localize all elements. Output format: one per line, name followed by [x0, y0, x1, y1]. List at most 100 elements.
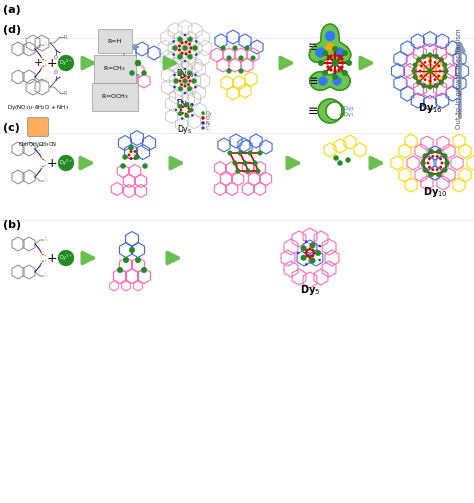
Circle shape [179, 80, 181, 82]
Circle shape [122, 154, 128, 159]
Circle shape [191, 114, 193, 116]
Circle shape [191, 104, 193, 106]
Circle shape [185, 41, 187, 43]
Circle shape [123, 257, 129, 263]
Circle shape [305, 264, 307, 266]
Text: Dy$^{3+}$: Dy$^{3+}$ [59, 158, 73, 168]
Circle shape [334, 54, 337, 56]
Circle shape [178, 71, 183, 75]
Circle shape [135, 154, 139, 159]
Circle shape [337, 55, 340, 57]
Circle shape [342, 61, 345, 64]
Circle shape [255, 169, 260, 174]
Circle shape [420, 65, 422, 67]
Circle shape [58, 55, 74, 71]
Circle shape [173, 41, 175, 42]
Circle shape [413, 75, 418, 79]
Circle shape [233, 160, 237, 165]
Text: Dy$_{5}$: Dy$_{5}$ [177, 123, 192, 136]
Circle shape [441, 162, 443, 164]
Circle shape [419, 70, 421, 72]
Circle shape [335, 47, 345, 57]
Circle shape [429, 80, 431, 82]
Circle shape [173, 45, 177, 50]
Text: (b): (b) [3, 220, 21, 230]
Circle shape [201, 117, 204, 120]
Polygon shape [318, 99, 344, 123]
Circle shape [246, 169, 250, 174]
Text: ╲: ╲ [44, 77, 46, 82]
Circle shape [180, 83, 182, 86]
Circle shape [439, 166, 442, 169]
Circle shape [195, 53, 197, 55]
Circle shape [182, 45, 188, 50]
Circle shape [189, 80, 191, 82]
Circle shape [173, 53, 175, 55]
Text: ╲: ╲ [44, 272, 46, 277]
Circle shape [432, 169, 434, 171]
Text: ╲: ╲ [44, 41, 46, 46]
Circle shape [141, 267, 147, 273]
Text: Dy$_{16}$: Dy$_{16}$ [175, 67, 194, 80]
Circle shape [301, 255, 306, 261]
Text: Dy: Dy [206, 111, 213, 116]
Circle shape [429, 172, 434, 177]
Circle shape [436, 149, 441, 154]
Circle shape [181, 101, 183, 103]
Circle shape [444, 69, 448, 73]
Circle shape [58, 155, 74, 171]
Text: ≡: ≡ [308, 41, 318, 53]
Circle shape [305, 240, 307, 242]
Circle shape [342, 50, 348, 56]
Text: C: C [206, 126, 210, 130]
Circle shape [416, 57, 421, 62]
Circle shape [434, 78, 436, 81]
Circle shape [423, 167, 428, 173]
Circle shape [233, 46, 237, 50]
Circle shape [305, 252, 307, 255]
Circle shape [428, 157, 430, 160]
Circle shape [130, 157, 132, 159]
Text: Dy$^{3+}$: Dy$^{3+}$ [59, 58, 73, 68]
Circle shape [332, 46, 338, 52]
Circle shape [185, 114, 189, 118]
Text: +: + [46, 252, 57, 265]
Text: O: O [206, 116, 210, 121]
Text: ╲: ╲ [44, 141, 46, 146]
Circle shape [188, 43, 191, 45]
Circle shape [311, 255, 314, 257]
Circle shape [309, 247, 311, 250]
FancyBboxPatch shape [27, 118, 48, 136]
Circle shape [329, 68, 332, 71]
Circle shape [173, 74, 175, 76]
Circle shape [185, 113, 187, 115]
Text: (d): (d) [3, 25, 21, 35]
Circle shape [429, 60, 431, 62]
Circle shape [190, 47, 192, 49]
Circle shape [326, 61, 328, 64]
Circle shape [413, 62, 418, 67]
Circle shape [178, 49, 181, 51]
Circle shape [194, 86, 196, 88]
Circle shape [248, 151, 252, 155]
Circle shape [439, 57, 444, 62]
Circle shape [192, 45, 198, 50]
Circle shape [135, 60, 141, 66]
Circle shape [439, 70, 441, 72]
Circle shape [334, 155, 338, 160]
Circle shape [178, 111, 182, 116]
Circle shape [434, 83, 438, 88]
Circle shape [188, 51, 191, 53]
Circle shape [442, 167, 447, 173]
Text: ≡: ≡ [308, 105, 318, 118]
Circle shape [315, 250, 321, 256]
Circle shape [187, 83, 190, 86]
Circle shape [429, 149, 434, 154]
Circle shape [428, 166, 430, 169]
Circle shape [135, 257, 141, 263]
Circle shape [239, 69, 243, 73]
Circle shape [325, 31, 335, 41]
Circle shape [184, 34, 186, 36]
Circle shape [342, 70, 348, 75]
Circle shape [424, 61, 426, 63]
